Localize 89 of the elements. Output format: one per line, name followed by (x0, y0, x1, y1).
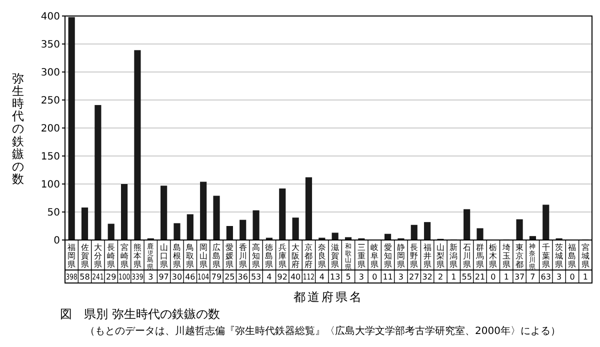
x-tick-label: 三重県 (357, 243, 366, 269)
x-axis-title: 都道府県名 (294, 290, 364, 304)
x-tick-label: 島根県 (172, 243, 181, 269)
data-label: 25 (224, 272, 235, 282)
text: 図 県別 弥生時代の鉄鏃の数 (60, 307, 220, 321)
x-tick-label: 石川県 (462, 243, 471, 269)
x-tick-label: 愛媛県 (226, 243, 234, 269)
data-label: 0 (372, 272, 378, 282)
x-tick-label: 高知県 (252, 243, 260, 269)
x-tick-label: 滋賀県 (331, 243, 340, 269)
y-tick-label: 250 (40, 96, 60, 106)
x-tick-label: 福井県 (423, 243, 432, 269)
data-label: 92 (277, 272, 288, 282)
x-tick-label: 徳島県 (265, 243, 274, 269)
data-label: 40 (290, 272, 301, 282)
data-label: 53 (250, 272, 262, 282)
x-tick-label: 佐賀県 (80, 243, 89, 269)
y-tick-label: 300 (40, 68, 60, 78)
x-tick-label: 埼玉県 (501, 243, 510, 269)
x-tick-label: 兵庫県 (278, 243, 286, 269)
data-label: 13 (330, 272, 340, 282)
x-tick-label: 熊本県 (133, 243, 142, 269)
data-label: 0 (570, 272, 575, 282)
data-label: 21 (474, 272, 486, 282)
data-label: 3 (398, 272, 404, 282)
data-label: 37 (514, 272, 525, 282)
data-label: 55 (462, 272, 472, 282)
x-tick-label: 大阪府 (292, 243, 300, 269)
y-tick-label: 0 (54, 236, 60, 246)
x-tick-label: 広島県 (212, 243, 221, 269)
data-label: 27 (409, 272, 420, 282)
y-tick-label: 100 (40, 180, 60, 190)
text: 弥生時代の鉄鏃の数 (12, 71, 24, 186)
data-label: 1 (582, 272, 588, 282)
data-label: 46 (185, 272, 196, 282)
data-label: 3 (358, 272, 364, 282)
x-tick-label: 長崎県 (107, 243, 116, 269)
x-tick-label: 静岡県 (396, 243, 405, 269)
x-tick-label: 長野県 (410, 243, 418, 269)
data-label: 3 (556, 272, 562, 282)
x-tick-label: 新潟県 (450, 243, 458, 269)
data-label: 1 (451, 272, 456, 282)
x-tick-label: 香川県 (238, 243, 247, 269)
x-tick-label: 群馬県 (475, 243, 484, 269)
x-tick-label: 岡山県 (199, 243, 208, 269)
x-tick-label: 山口県 (160, 243, 168, 269)
data-label: 97 (158, 272, 169, 282)
x-tick-label: 福岡県 (68, 243, 76, 269)
data-label: 30 (172, 272, 182, 282)
x-tick-label: 東京都 (516, 243, 524, 269)
data-label: 398 (66, 272, 82, 282)
data-label: 79 (211, 272, 222, 282)
x-tick-label: 宮城県 (580, 243, 590, 269)
data-label: 241 (92, 272, 108, 282)
data-label: 112 (302, 272, 318, 282)
data-label: 32 (422, 272, 432, 282)
x-tick-label: 宮崎県 (120, 243, 128, 269)
x-tick-label: 奈良県 (318, 243, 326, 269)
data-label: 104 (198, 272, 213, 282)
data-label: 63 (540, 272, 551, 282)
data-label: 58 (80, 272, 90, 282)
y-tick-label: 350 (40, 40, 60, 50)
data-label: 3 (148, 272, 154, 282)
data-label: 339 (132, 272, 147, 282)
data-label: 7 (530, 272, 536, 282)
data-label: 2 (438, 272, 444, 282)
x-tick-label: 山梨県 (436, 243, 444, 269)
x-tick-label: 福島県 (568, 243, 576, 269)
x-tick-label: 鳥取県 (185, 243, 194, 269)
data-label: 0 (490, 272, 496, 282)
data-label: 11 (382, 272, 393, 282)
data-label: 4 (319, 272, 324, 282)
x-tick-label: 京都府 (304, 243, 313, 269)
y-tick-label: 400 (40, 12, 60, 22)
y-tick-label: 150 (40, 152, 60, 162)
data-label: 5 (346, 272, 351, 282)
x-tick-label: 大分県 (94, 243, 102, 269)
x-tick-label: 愛知県 (384, 243, 392, 269)
x-tick-label: 栃木県 (489, 243, 498, 269)
data-label: 29 (106, 272, 116, 282)
y-tick-label: 200 (40, 124, 60, 134)
x-tick-label: 千葉県 (542, 243, 550, 269)
x-tick-label: 茨城県 (554, 243, 564, 269)
data-label: 4 (266, 272, 272, 282)
data-label: 36 (238, 272, 248, 282)
data-label: 1 (504, 272, 509, 282)
y-tick-label: 50 (47, 208, 60, 218)
text: （もとのデータは、川越哲志偏『弥生時代鉄器総覧』〈広島大学文学部考古学研究室、2000年〉による） (85, 325, 560, 337)
x-tick-label: 岐阜県 (370, 243, 379, 269)
